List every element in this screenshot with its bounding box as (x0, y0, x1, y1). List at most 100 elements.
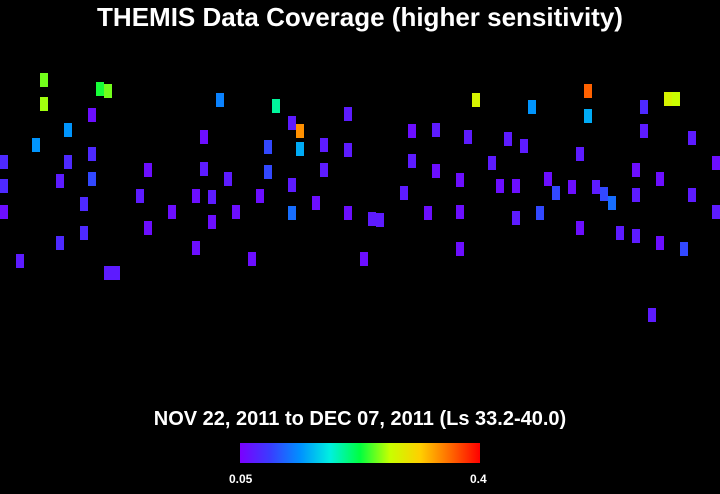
coverage-cell (456, 173, 464, 187)
coverage-cell (64, 123, 72, 137)
coverage-cell (88, 172, 96, 186)
coverage-cell (144, 221, 152, 235)
coverage-cell (288, 116, 296, 130)
coverage-cell (0, 155, 8, 169)
coverage-cell (112, 266, 120, 280)
coverage-cell (376, 213, 384, 227)
coverage-cell (16, 254, 24, 268)
coverage-cell (432, 123, 440, 137)
coverage-cell (456, 205, 464, 219)
coverage-cell (168, 205, 176, 219)
colorbar-max-label: 0.4 (470, 472, 487, 486)
coverage-cell (584, 109, 592, 123)
coverage-cell (88, 108, 96, 122)
colorbar (240, 443, 480, 463)
coverage-cell (224, 172, 232, 186)
coverage-cell (424, 206, 432, 220)
coverage-cell (344, 206, 352, 220)
colorbar-min-label: 0.05 (229, 472, 253, 486)
coverage-cell (648, 308, 656, 322)
coverage-cell (192, 189, 200, 203)
coverage-cell (536, 206, 544, 220)
coverage-cell (144, 163, 152, 177)
coverage-cell (464, 130, 472, 144)
coverage-cell (80, 226, 88, 240)
coverage-cell (568, 180, 576, 194)
coverage-cell (40, 73, 48, 87)
coverage-cell (640, 124, 648, 138)
coverage-cell (640, 100, 648, 114)
coverage-cell (712, 205, 720, 219)
coverage-cell (496, 179, 504, 193)
coverage-cell (296, 124, 304, 138)
coverage-cell (288, 206, 296, 220)
coverage-cell (360, 252, 368, 266)
coverage-cell (488, 156, 496, 170)
coverage-cell (472, 93, 480, 107)
coverage-cell (712, 156, 720, 170)
coverage-cell (216, 93, 224, 107)
coverage-cell (576, 221, 584, 235)
coverage-cell (0, 205, 8, 219)
coverage-cell (600, 187, 608, 201)
coverage-cell (632, 229, 640, 243)
coverage-cell (208, 190, 216, 204)
coverage-cell (320, 138, 328, 152)
coverage-cell (64, 155, 72, 169)
coverage-cell (688, 131, 696, 145)
coverage-cell (88, 147, 96, 161)
coverage-cell (408, 124, 416, 138)
coverage-cell (680, 242, 688, 256)
coverage-cell (528, 100, 536, 114)
coverage-cell (288, 178, 296, 192)
coverage-cell (456, 242, 464, 256)
coverage-cell (80, 197, 88, 211)
coverage-cell (32, 138, 40, 152)
coverage-cell (136, 189, 144, 203)
coverage-cell (368, 212, 376, 226)
coverage-cell (296, 142, 304, 156)
coverage-cell (344, 143, 352, 157)
coverage-cell (656, 172, 664, 186)
coverage-cell (408, 154, 416, 168)
coverage-map (0, 73, 720, 322)
coverage-cell (584, 84, 592, 98)
coverage-cell (232, 205, 240, 219)
coverage-cell (400, 186, 408, 200)
chart-title: THEMIS Data Coverage (higher sensitivity… (97, 2, 623, 32)
coverage-cell (544, 172, 552, 186)
coverage-cell (192, 241, 200, 255)
coverage-cell (432, 164, 440, 178)
coverage-cell (200, 162, 208, 176)
coverage-cell (40, 97, 48, 111)
coverage-cell (104, 266, 112, 280)
coverage-cell (200, 130, 208, 144)
coverage-cell (264, 165, 272, 179)
coverage-cell (656, 236, 664, 250)
coverage-cell (520, 139, 528, 153)
coverage-cell (264, 140, 272, 154)
date-range-subtitle: NOV 22, 2011 to DEC 07, 2011 (Ls 33.2-40… (153, 408, 567, 430)
coverage-cell (608, 196, 616, 210)
coverage-cell (256, 189, 264, 203)
coverage-cell (344, 107, 352, 121)
coverage-cell (632, 188, 640, 202)
coverage-cell (96, 82, 104, 96)
coverage-cell (576, 147, 584, 161)
coverage-cell (56, 236, 64, 250)
coverage-cell (512, 179, 520, 193)
coverage-cell (0, 179, 8, 193)
coverage-cell (56, 174, 64, 188)
coverage-cell (552, 186, 560, 200)
coverage-cell (504, 132, 512, 146)
coverage-cell (672, 92, 680, 106)
coverage-cell (664, 92, 672, 106)
coverage-cell (632, 163, 640, 177)
coverage-cell (208, 215, 216, 229)
coverage-cell (104, 84, 112, 98)
coverage-cell (616, 226, 624, 240)
coverage-cell (248, 252, 256, 266)
coverage-cell (312, 196, 320, 210)
coverage-cell (320, 163, 328, 177)
coverage-cell (592, 180, 600, 194)
